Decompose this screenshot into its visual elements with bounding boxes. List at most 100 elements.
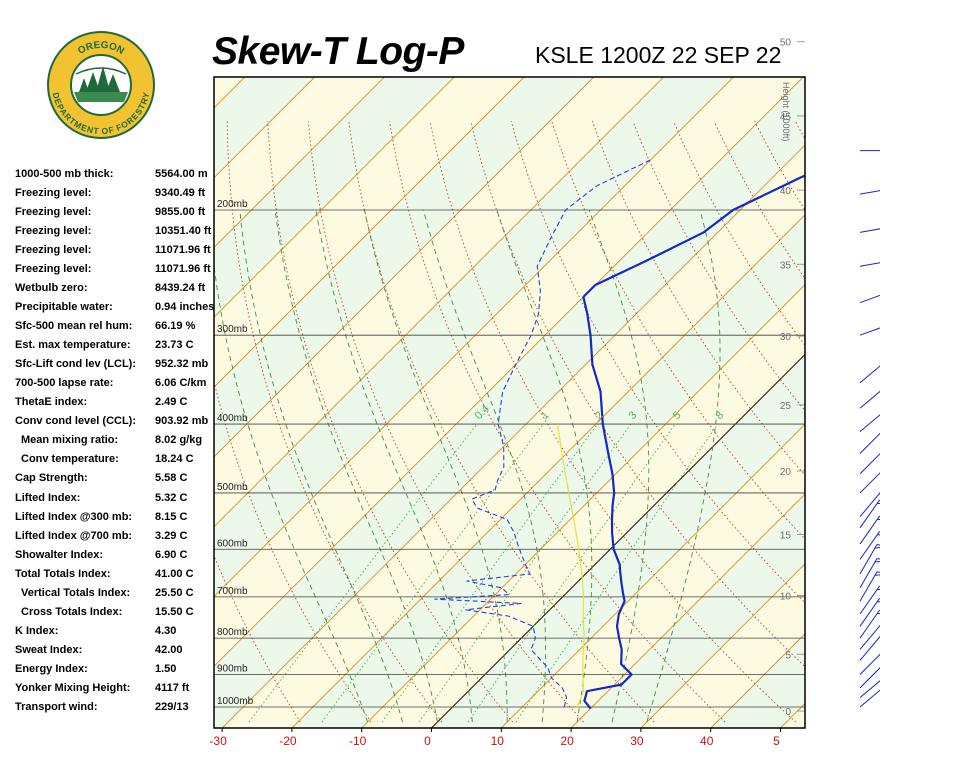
wind-barb-feather [890,261,896,272]
wind-barb [859,571,880,602]
pressure-label: 1000mb [217,696,254,707]
isotherm-line [570,493,805,728]
wind-barb [859,531,880,560]
height-axis-title: Height (1000ft) [781,82,791,142]
index-label: Mean mixing ratio: [21,434,119,447]
index-label: K Index: [15,624,59,637]
wind-barb-feather [881,472,888,473]
isotherm-band [710,633,805,728]
index-value: 42.00 [155,643,183,656]
wind-barb-shaft [859,492,880,518]
wind-barb [859,291,896,304]
mixing-ratio-label: 0.4 [473,403,492,422]
dry-adiabat [348,121,655,723]
isotherm-line [430,353,805,728]
index-label: Freezing level: [15,206,92,219]
wind-barb [859,653,880,675]
wind-barb [859,429,895,454]
wind-barb-feather [884,450,895,456]
wind-barb-shaft [859,294,880,304]
wind-barb-feather [893,260,899,271]
wind-barb-feather [886,228,891,233]
pressure-label: 800mb [217,627,248,638]
moist-adiabat [588,209,650,723]
moist-adiabat [214,261,369,723]
isotherm-line [361,284,805,728]
wind-barb-pennant [886,291,896,302]
isotherm-band [361,284,805,728]
index-value: 18.24 C [155,453,194,466]
mixing-ratio-line [467,423,676,723]
isotherm-line [221,144,805,728]
wind-barb-feather [876,571,880,573]
isotherm-band [214,77,734,597]
moist-adiabat [364,209,508,723]
index-value: 41.00 C [155,567,194,580]
wind-barb [859,635,880,661]
plot-frame [213,76,806,729]
wind-barb-shaft [859,653,880,675]
wind-barb-shaft [859,432,880,454]
pressure-label: 600mb [217,538,248,549]
isotherm-line [845,72,960,733]
wind-barb-shaft [859,515,880,545]
mixing-ratio-line [381,423,598,723]
mixing-ratio-label: 3 [627,409,640,422]
wind-barb-shaft [859,472,880,494]
dry-adiabat [226,121,443,723]
logo-top-text: OREGON [76,40,126,57]
wind-barb-shaft [859,558,878,589]
dry-adiabat [267,121,514,723]
dry-adiabat [551,121,805,540]
isotherm-line [214,77,804,667]
index-value: 3.29 C [155,529,188,542]
index-label: Freezing level: [15,187,92,200]
wind-barb [859,624,880,650]
wind-barb-feather [879,493,880,495]
height-tick-label: 5 [785,650,791,661]
svg-text:OREGON: OREGON [76,40,126,57]
index-value: 8.15 C [155,510,188,523]
index-value: 0.94 inches [155,301,215,314]
index-label: Total Totals Index: [15,567,111,580]
moist-adiabat [646,209,721,723]
pressure-label: 200mb [217,199,248,210]
wind-barb-feather [879,625,880,628]
parcel-trace [556,423,585,709]
index-value: 9855.00 ft [155,206,206,219]
mixing-ratio-labels: 0.4 1 2 3 5 8 [473,403,727,422]
index-label: Transport wind: [15,700,98,713]
mixing-ratio-line [418,423,632,723]
wind-barb [859,557,880,589]
wind-barb-feather [879,585,880,587]
dry-adiabat [214,379,372,723]
dry-adiabat [510,121,805,604]
height-tick-label: 45 [780,112,792,123]
x-tick-label: 10 [491,734,505,748]
index-value: 23.73 C [155,339,194,352]
wind-barb-feather [884,429,895,435]
index-value: 2.49 C [155,396,188,409]
index-value: 5564.00 m [155,168,208,180]
wind-barb-shaft [859,598,880,627]
wind-barb-feather [876,544,880,546]
index-value: 66.19 % [155,320,196,333]
index-value: 6.90 C [155,548,188,561]
wind-barb [860,150,880,152]
x-tick-label: 40 [700,734,714,748]
moist-adiabat [274,209,438,723]
isotherm-line [640,563,805,728]
isotherm-line [779,702,805,728]
index-label: Showalter Index: [15,548,104,561]
wind-barb-feather [881,432,888,433]
index-value: 903.92 mb [155,415,209,428]
wind-barb [859,609,880,639]
wind-barb-feather [879,499,880,501]
background-grid [214,72,960,733]
wind-barb-feather [893,226,899,237]
wind-barb-feather [882,491,894,496]
pressure-label: 500mb [217,482,248,493]
index-label: Cap Strength: [15,472,88,485]
x-tick-label: 20 [560,734,574,748]
dry-adiabat [470,121,805,668]
